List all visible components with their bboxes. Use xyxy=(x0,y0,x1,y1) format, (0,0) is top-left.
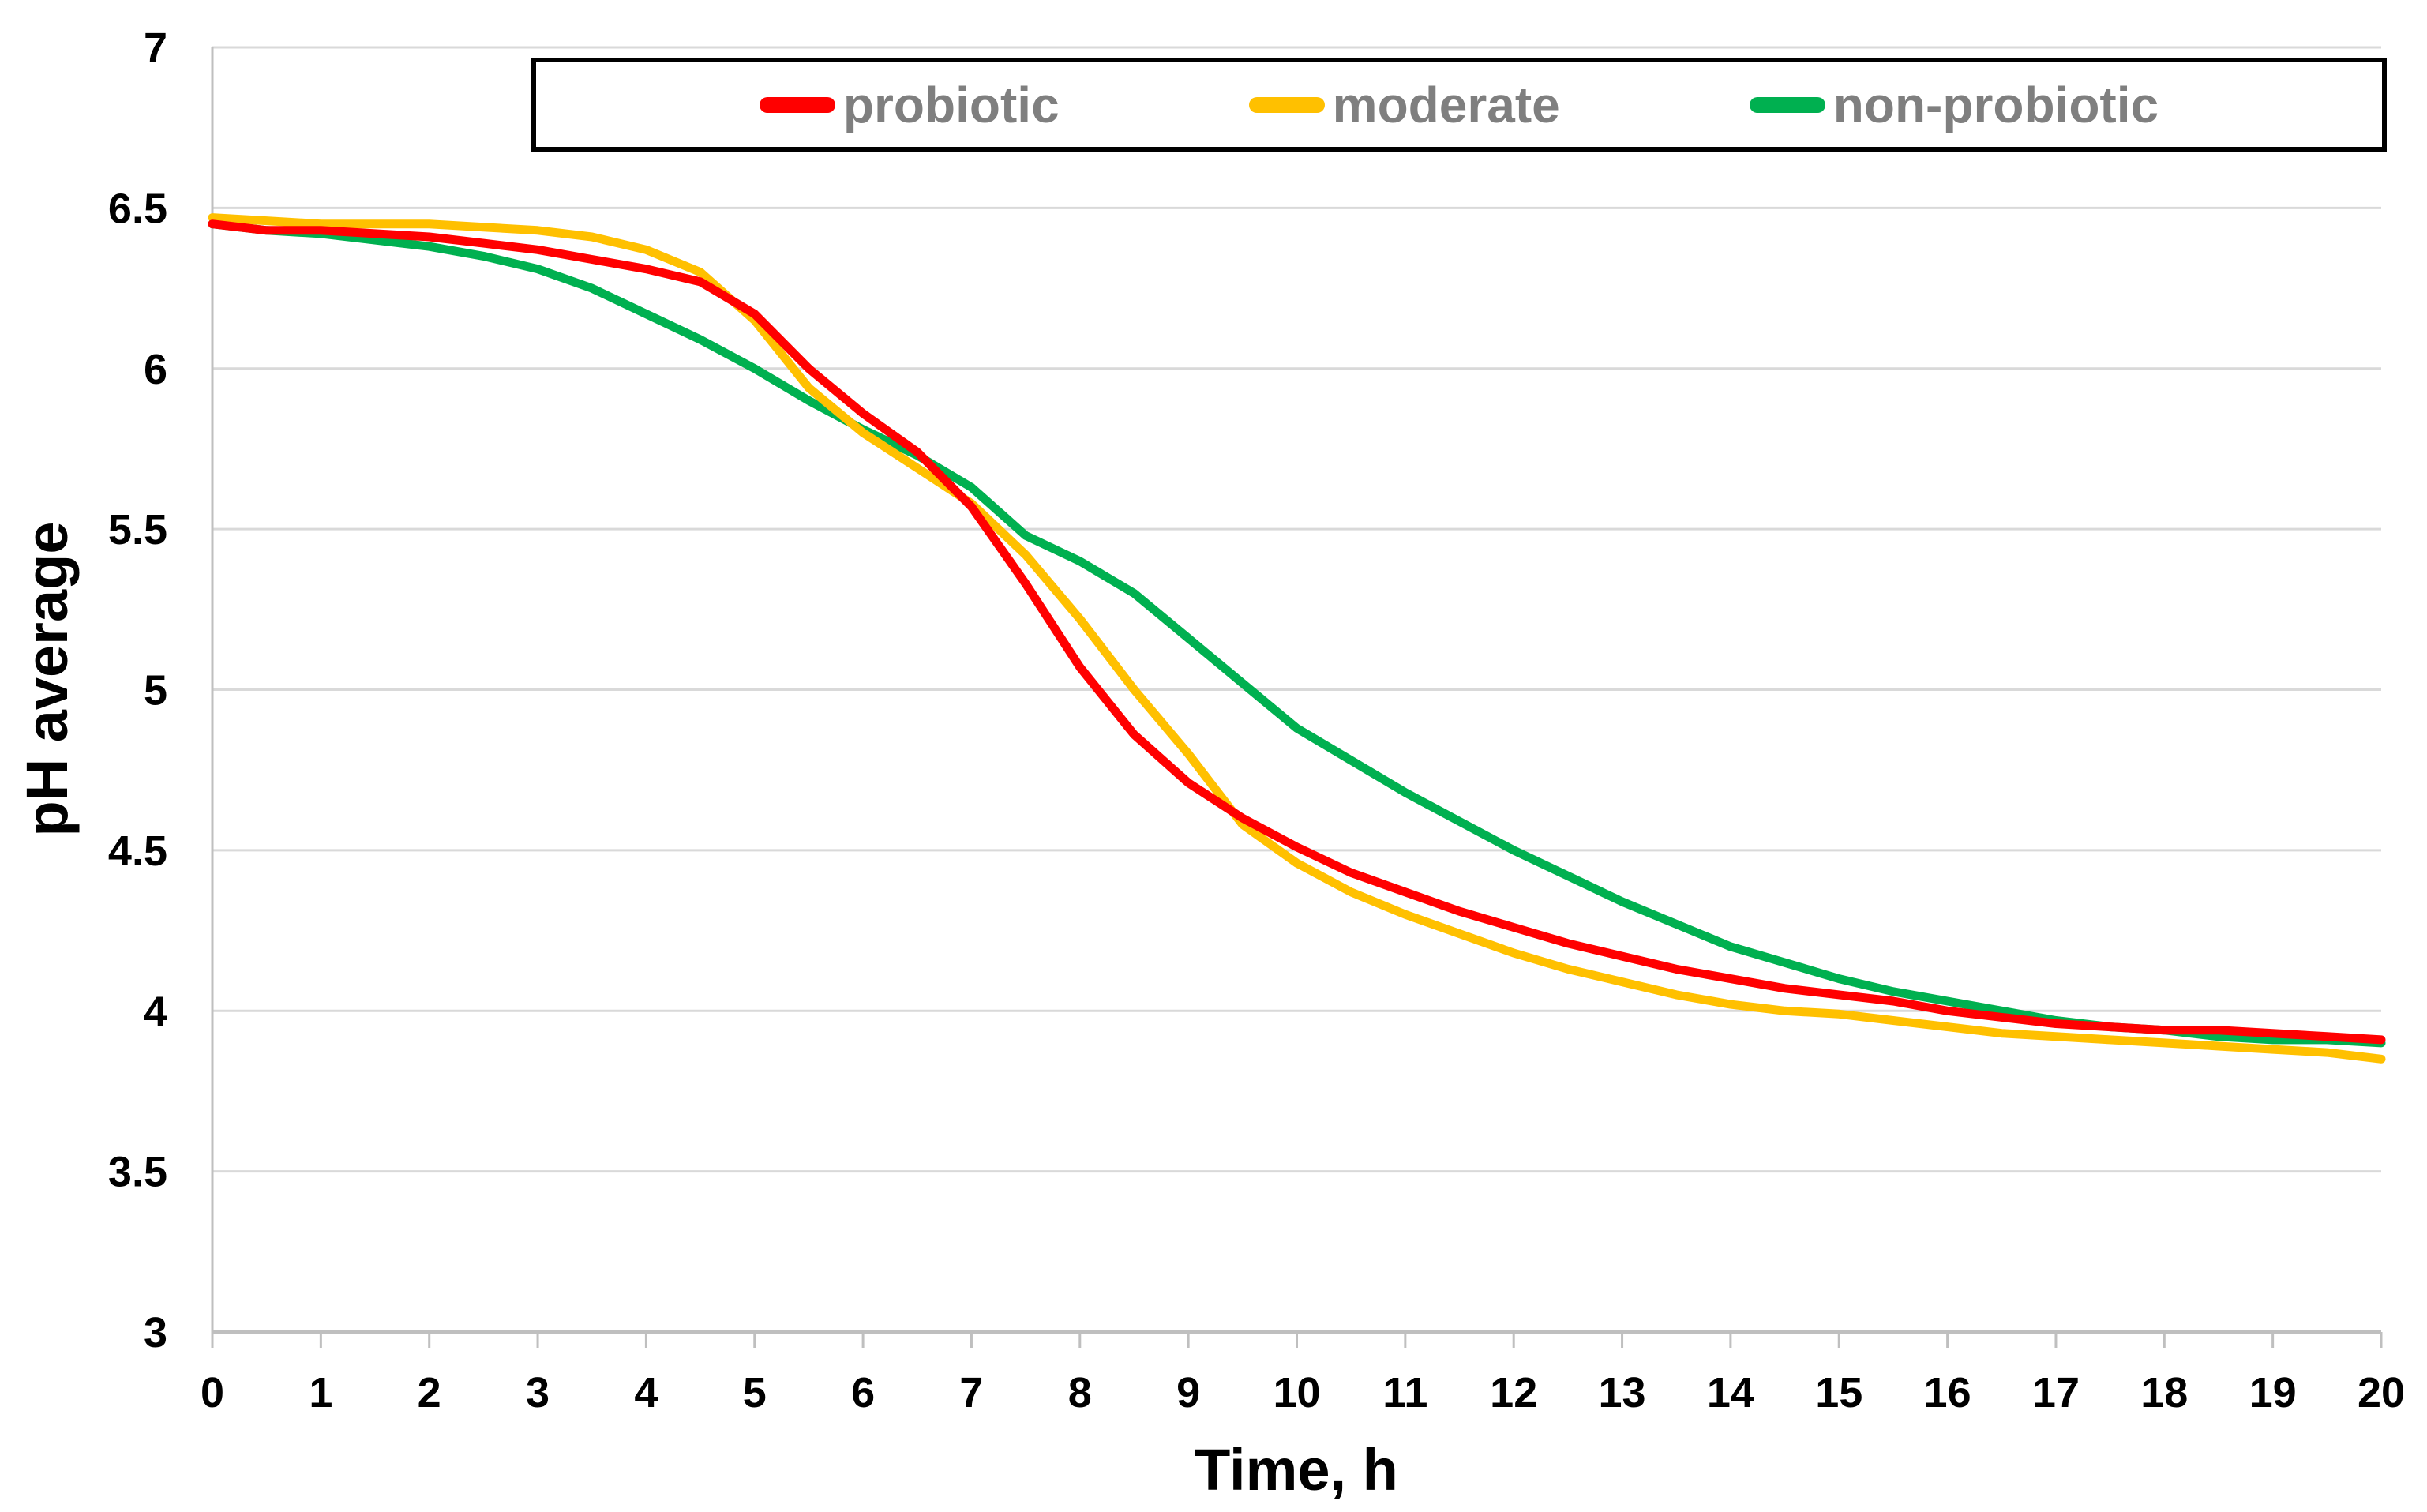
legend-swatch-non-probiotic xyxy=(1749,96,1825,113)
legend: probiotic moderate non-probiotic xyxy=(531,58,2387,152)
x-tick-label-19: 19 xyxy=(2249,1369,2297,1416)
x-tick-label-2: 2 xyxy=(418,1369,441,1416)
legend-label-probiotic: probiotic xyxy=(842,76,1060,133)
x-tick-label-11: 11 xyxy=(1382,1369,1427,1416)
y-axis-title: pH average xyxy=(14,521,80,837)
x-tick-label-12: 12 xyxy=(1490,1369,1537,1416)
x-tick-label-7: 7 xyxy=(959,1369,983,1416)
x-tick-label-13: 13 xyxy=(1599,1369,1646,1416)
x-tick-label-9: 9 xyxy=(1176,1369,1200,1416)
x-tick-label-20: 20 xyxy=(2358,1369,2405,1416)
x-tick-label-6: 6 xyxy=(851,1369,875,1416)
legend-label-non-probiotic: non-probiotic xyxy=(1832,76,2159,133)
y-tick-label-4.5: 4.5 xyxy=(108,827,167,875)
x-tick-label-16: 16 xyxy=(1924,1369,1971,1416)
legend-item-probiotic: probiotic xyxy=(759,76,1060,133)
legend-label-moderate: moderate xyxy=(1332,76,1560,133)
x-tick-label-4: 4 xyxy=(634,1369,658,1416)
curve-non-probiotic xyxy=(208,219,2386,1048)
y-tick-label-7: 7 xyxy=(144,24,167,72)
curve-moderate xyxy=(208,213,2386,1064)
y-tick-label-4: 4 xyxy=(144,988,167,1035)
legend-swatch-probiotic xyxy=(759,96,835,113)
x-tick-label-10: 10 xyxy=(1273,1369,1320,1416)
y-tick-label-5.5: 5.5 xyxy=(108,506,167,553)
x-tick-label-1: 1 xyxy=(309,1369,332,1416)
x-axis-title: Time, h xyxy=(1195,1437,1398,1503)
legend-item-non-probiotic: non-probiotic xyxy=(1749,76,2159,133)
y-tick-label-3: 3 xyxy=(144,1309,167,1356)
y-tick-label-3.5: 3.5 xyxy=(108,1149,167,1196)
x-tick-label-8: 8 xyxy=(1068,1369,1092,1416)
y-tick-label-6: 6 xyxy=(144,346,167,393)
curve-probiotic xyxy=(208,219,2386,1045)
x-tick-label-5: 5 xyxy=(743,1369,767,1416)
y-tick-label-6.5: 6.5 xyxy=(108,185,167,232)
legend-item-moderate: moderate xyxy=(1248,76,1560,133)
x-tick-label-3: 3 xyxy=(526,1369,550,1416)
y-tick-label-5: 5 xyxy=(144,667,167,715)
x-tick-label-18: 18 xyxy=(2140,1369,2188,1416)
legend-swatch-moderate xyxy=(1248,96,1325,113)
x-tick-label-17: 17 xyxy=(2032,1369,2080,1416)
x-tick-label-14: 14 xyxy=(1707,1369,1754,1416)
x-tick-label-0: 0 xyxy=(201,1369,224,1416)
x-tick-label-15: 15 xyxy=(1815,1369,1862,1416)
